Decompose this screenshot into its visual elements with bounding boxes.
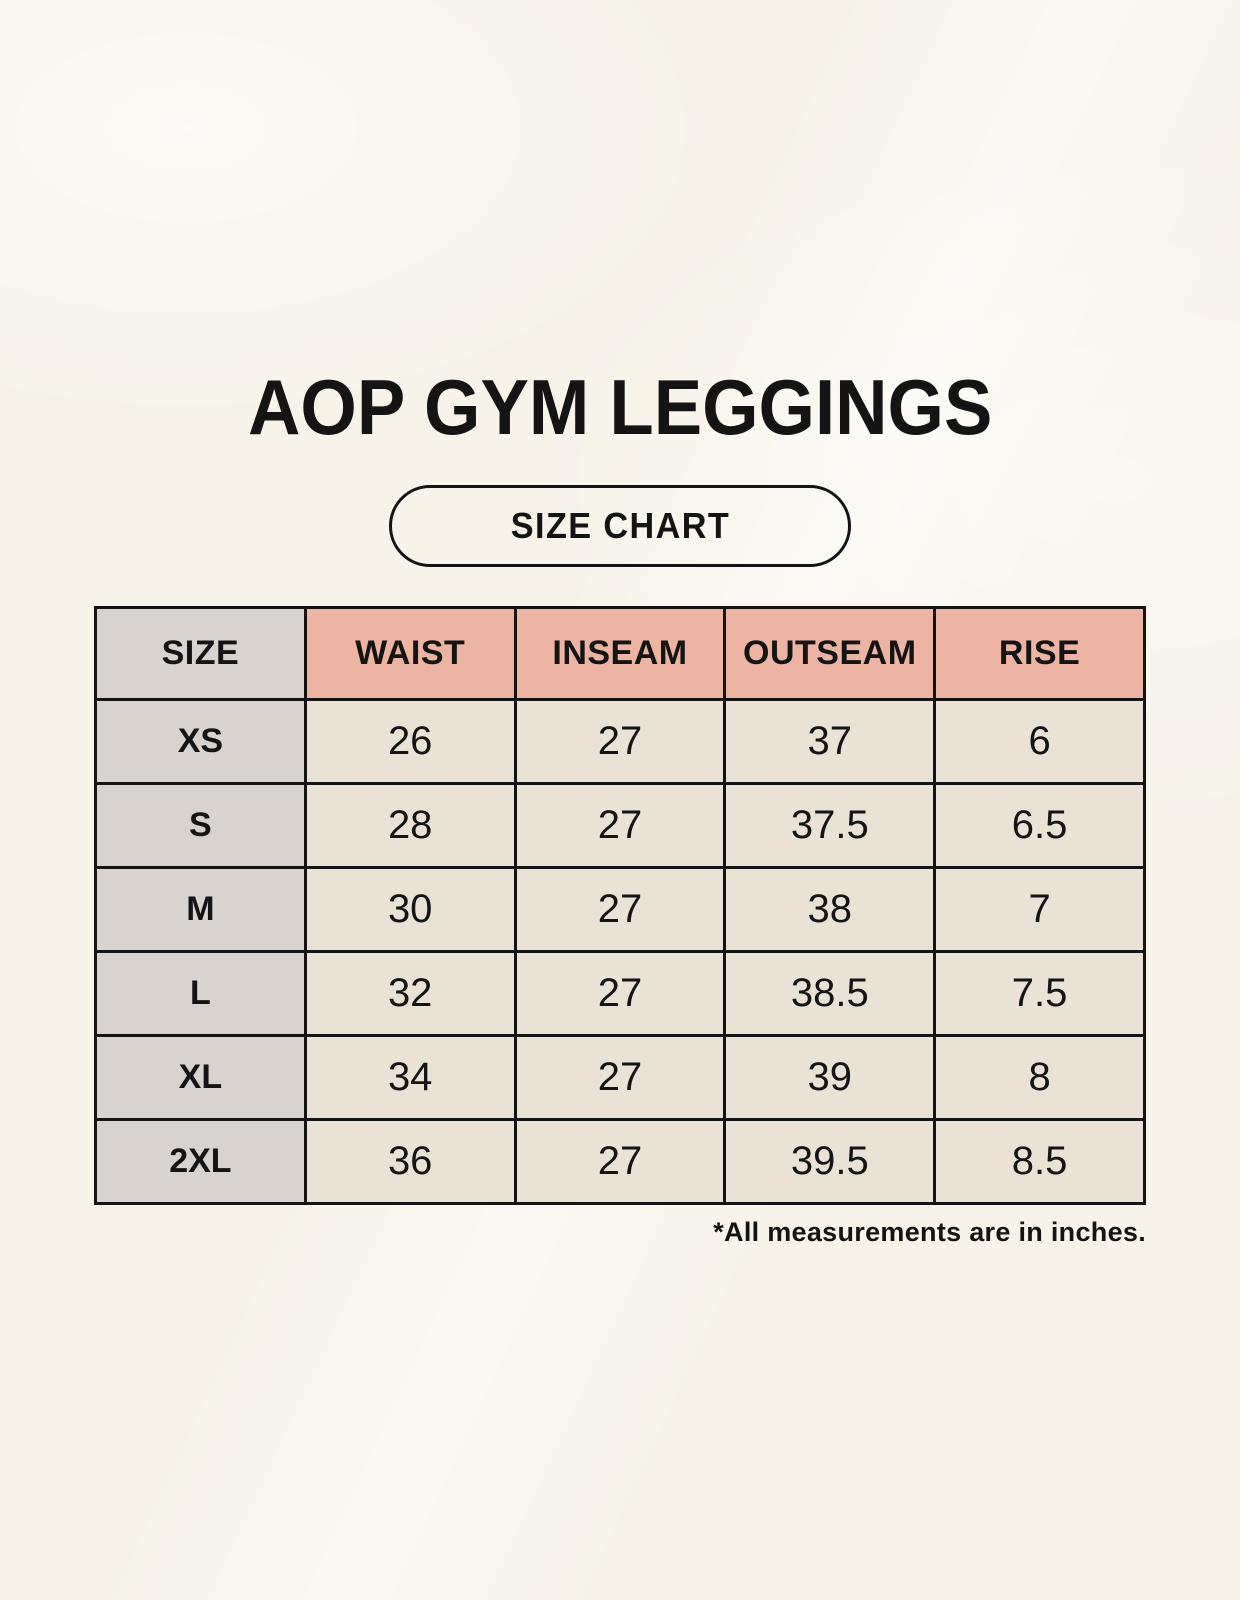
inseam-value: 27 xyxy=(513,1118,727,1205)
size-label: XS xyxy=(94,698,307,785)
header-inseam: INSEAM xyxy=(513,606,727,701)
waist-value: 26 xyxy=(303,698,517,785)
waist-value: 28 xyxy=(303,782,517,869)
inseam-value: 27 xyxy=(513,782,727,869)
table-row-l: L 32 27 38.5 7.5 xyxy=(94,950,1146,1037)
outseam-value: 37.5 xyxy=(723,782,937,869)
page-title: AOP GYM LEGGINGS xyxy=(247,363,993,451)
inseam-value: 27 xyxy=(513,1034,727,1121)
inseam-value: 27 xyxy=(513,950,727,1037)
rise-value: 7 xyxy=(933,866,1146,953)
table-header-row: SIZE WAIST INSEAM OUTSEAM RISE xyxy=(94,606,1146,701)
outseam-value: 39 xyxy=(723,1034,937,1121)
size-label: XL xyxy=(94,1034,307,1121)
outseam-value: 39.5 xyxy=(723,1118,937,1205)
header-waist: WAIST xyxy=(303,606,517,701)
size-chart-badge-label: SIZE CHART xyxy=(510,505,730,546)
rise-value: 8 xyxy=(933,1034,1146,1121)
table-row-xl: XL 34 27 39 8 xyxy=(94,1034,1146,1121)
inseam-value: 27 xyxy=(513,698,727,785)
waist-value: 34 xyxy=(303,1034,517,1121)
header-rise: RISE xyxy=(933,606,1146,701)
waist-value: 32 xyxy=(303,950,517,1037)
size-label: M xyxy=(94,866,307,953)
size-label: S xyxy=(94,782,307,869)
table-row-s: S 28 27 37.5 6.5 xyxy=(94,782,1146,869)
footnote-area: *All measurements are in inches. xyxy=(94,1205,1146,1248)
table-row-m: M 30 27 38 7 xyxy=(94,866,1146,953)
outseam-value: 38.5 xyxy=(723,950,937,1037)
size-label: L xyxy=(94,950,307,1037)
outseam-value: 38 xyxy=(723,866,937,953)
table-row-xs: XS 26 27 37 6 xyxy=(94,698,1146,785)
size-label: 2XL xyxy=(94,1118,307,1205)
header-size: SIZE xyxy=(94,606,307,701)
size-chart-badge: SIZE CHART xyxy=(389,485,851,567)
rise-value: 6 xyxy=(933,698,1146,785)
rise-value: 8.5 xyxy=(933,1118,1146,1205)
inseam-value: 27 xyxy=(513,866,727,953)
rise-value: 7.5 xyxy=(933,950,1146,1037)
waist-value: 36 xyxy=(303,1118,517,1205)
table-row-2xl: 2XL 36 27 39.5 8.5 xyxy=(94,1118,1146,1205)
rise-value: 6.5 xyxy=(933,782,1146,869)
waist-value: 30 xyxy=(303,866,517,953)
measurements-footnote: *All measurements are in inches. xyxy=(713,1217,1146,1247)
size-chart-table: SIZE WAIST INSEAM OUTSEAM RISE XS 26 27 … xyxy=(94,606,1146,1205)
header-outseam: OUTSEAM xyxy=(723,606,937,701)
outseam-value: 37 xyxy=(723,698,937,785)
